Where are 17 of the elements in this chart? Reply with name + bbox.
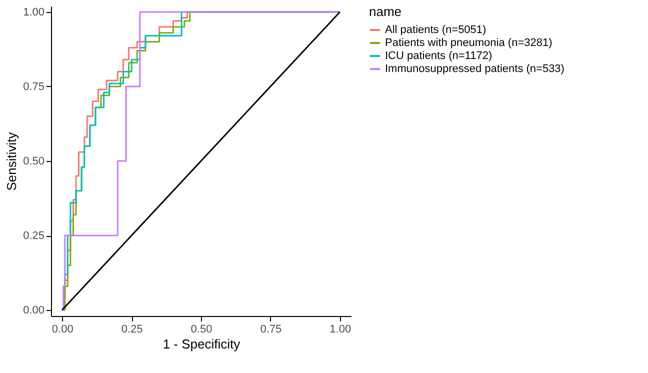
y-tick-label: 0.00 [23, 304, 44, 317]
y-tick-label: 0.25 [23, 230, 44, 242]
y-tick-label: 0.75 [23, 80, 44, 93]
legend-label: Immunosuppressed patients (n=533) [385, 63, 564, 75]
x-tick-label: 0.50 [190, 324, 212, 336]
legend-label: Patients with pneumonia (n=3281) [385, 37, 552, 49]
y-tick-label: 0.50 [23, 156, 44, 168]
x-tick-label: 0.75 [260, 324, 282, 336]
legend-label: ICU patients (n=1172) [385, 50, 492, 62]
y-axis-title: Sensitivity [4, 132, 20, 191]
legend-title: name [369, 4, 402, 19]
legend-label: All patients (n=5051) [385, 24, 486, 36]
x-axis-title: 1 - Specificity [162, 336, 241, 352]
x-tick-label: 0.00 [52, 324, 74, 336]
x-tick-label: 1.00 [330, 324, 352, 336]
y-tick-label: 1.00 [23, 6, 44, 18]
x-tick-label: 0.25 [121, 324, 143, 336]
